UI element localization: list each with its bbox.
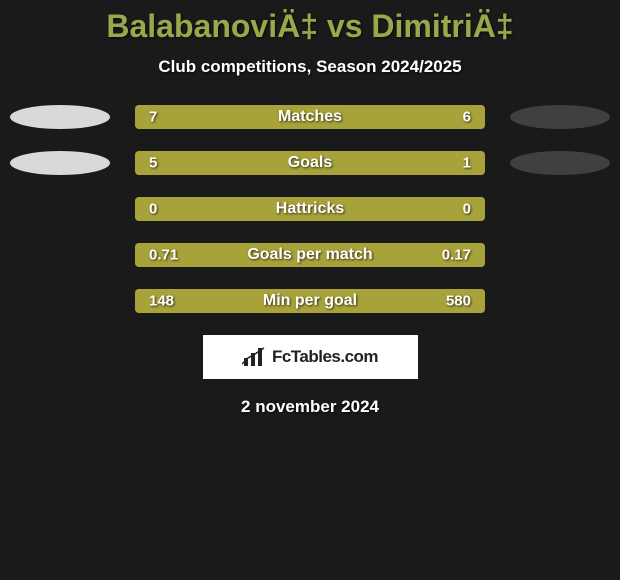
stat-value-right: 0.17 [442, 247, 471, 264]
ellipse-left [10, 105, 110, 129]
stat-row: 7 6 Matches [0, 105, 620, 129]
ellipse-right [510, 151, 610, 175]
date-line: 2 november 2024 [0, 397, 620, 417]
stat-row: 0 0 Hattricks [0, 197, 620, 221]
logo-text: FcTables.com [272, 347, 378, 367]
stat-value-right: 580 [446, 293, 471, 310]
stat-label: Hattricks [276, 200, 344, 218]
subtitle: Club competitions, Season 2024/2025 [0, 57, 620, 77]
bars-icon [242, 346, 268, 368]
ellipse-left [10, 151, 110, 175]
stat-label: Min per goal [263, 292, 357, 310]
stat-label: Goals [288, 154, 332, 172]
stat-bar: 0 0 Hattricks [135, 197, 485, 221]
stat-row: 0.71 0.17 Goals per match [0, 243, 620, 267]
stat-bar: 7 6 Matches [135, 105, 485, 129]
stat-value-left: 7 [149, 109, 157, 126]
logo: FcTables.com [242, 346, 378, 368]
stat-value-left: 148 [149, 293, 174, 310]
stat-row: 5 1 Goals [0, 151, 620, 175]
stat-value-left: 0.71 [149, 247, 178, 264]
bar-right-fill [324, 105, 485, 129]
stat-value-right: 1 [463, 155, 471, 172]
logo-box[interactable]: FcTables.com [203, 335, 418, 379]
comparison-widget: BalabanoviÄ‡ vs DimitriÄ‡ Club competiti… [0, 0, 620, 417]
stat-label: Goals per match [247, 246, 372, 264]
stat-bar: 148 580 Min per goal [135, 289, 485, 313]
stat-value-right: 6 [463, 109, 471, 126]
stat-bar: 5 1 Goals [135, 151, 485, 175]
page-title: BalabanoviÄ‡ vs DimitriÄ‡ [0, 8, 620, 45]
stats-rows: 7 6 Matches 5 1 Goals 0 0 Hattricks 0.71 0.17 Goals… [0, 105, 620, 313]
bar-left-fill [135, 151, 401, 175]
stat-value-left: 0 [149, 201, 157, 218]
stat-label: Matches [278, 108, 342, 126]
stat-row: 148 580 Min per goal [0, 289, 620, 313]
stat-value-left: 5 [149, 155, 157, 172]
stat-value-right: 0 [463, 201, 471, 218]
bar-right-fill [401, 151, 485, 175]
stat-bar: 0.71 0.17 Goals per match [135, 243, 485, 267]
ellipse-right [510, 105, 610, 129]
